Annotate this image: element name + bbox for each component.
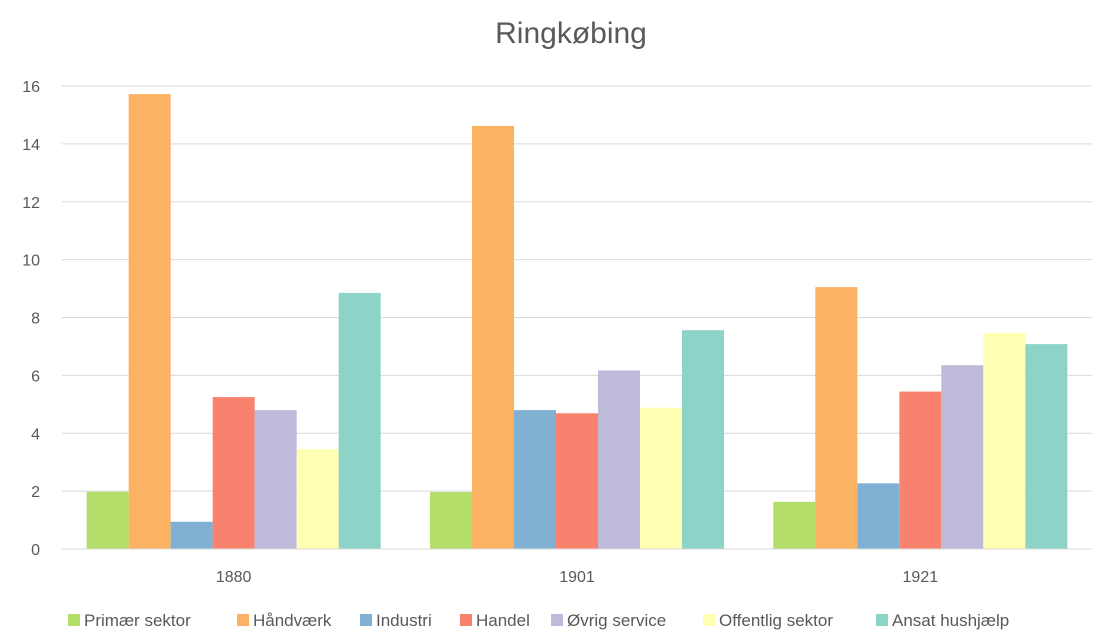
legend: Primær sektor Håndværk Industri Handel Øvrig…	[68, 611, 1009, 630]
legend-swatch	[360, 614, 372, 626]
legend-label: Ansat hushjælp	[892, 611, 1009, 630]
bar	[857, 483, 900, 549]
legend-label: Primær sektor	[84, 611, 191, 630]
bar	[598, 370, 640, 549]
x-tick-label: 1901	[559, 569, 595, 586]
bar	[899, 391, 942, 549]
bar	[941, 365, 984, 549]
bar	[556, 413, 598, 549]
legend-swatch	[551, 614, 563, 626]
y-tick-label: 14	[22, 137, 40, 154]
legend-swatch	[876, 614, 888, 626]
legend-swatch	[237, 614, 249, 626]
legend-label: Øvrig service	[567, 611, 666, 630]
bar	[682, 330, 724, 549]
bar	[128, 94, 171, 549]
bar	[983, 332, 1026, 549]
bar	[296, 449, 339, 549]
y-tick-label: 16	[22, 79, 40, 96]
y-tick-label: 12	[22, 195, 40, 212]
bar	[773, 501, 816, 549]
y-tick-label: 10	[22, 253, 40, 270]
bar	[472, 125, 514, 549]
bars	[86, 94, 1068, 549]
y-tick-label: 4	[31, 426, 40, 443]
bar	[514, 410, 556, 549]
bar	[170, 521, 213, 549]
chart-title: Ringkøbing	[495, 17, 647, 50]
legend-label: Industri	[376, 611, 432, 630]
y-tick-label: 6	[31, 368, 40, 385]
x-axis-ticks: 1880 1901 1921	[216, 569, 938, 586]
bar	[254, 410, 297, 549]
bar	[1025, 344, 1068, 549]
bar	[815, 287, 858, 549]
bar	[212, 397, 255, 549]
x-tick-label: 1880	[216, 569, 252, 586]
y-tick-label: 0	[31, 542, 40, 559]
bar	[640, 407, 682, 549]
legend-label: Offentlig sektor	[719, 611, 833, 630]
y-tick-label: 2	[31, 484, 40, 501]
legend-label: Handel	[476, 611, 530, 630]
legend-swatch	[703, 614, 715, 626]
bar	[338, 292, 381, 549]
y-tick-label: 8	[31, 311, 40, 328]
bar	[430, 491, 472, 549]
legend-swatch	[460, 614, 472, 626]
x-tick-label: 1921	[903, 569, 939, 586]
legend-swatch	[68, 614, 80, 626]
legend-label: Håndværk	[253, 611, 332, 630]
bar	[86, 491, 129, 549]
y-axis-ticks: 0 2 4 6 8 10 12 14 16	[22, 79, 40, 559]
